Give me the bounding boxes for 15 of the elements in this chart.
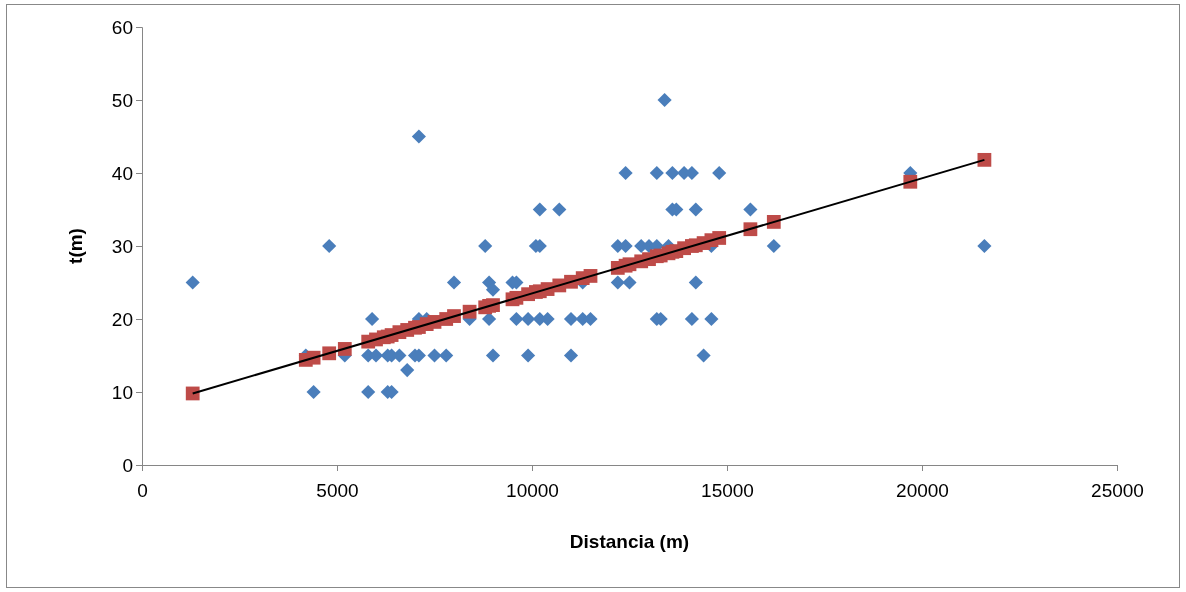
y-tick-label: 30 xyxy=(111,235,133,257)
y-tick-label: 40 xyxy=(111,162,133,184)
x-axis-title: Distancia (m) xyxy=(569,531,690,552)
x-tick-label: 25000 xyxy=(1091,479,1144,501)
y-tick-label: 60 xyxy=(111,16,133,38)
y-tick-label: 20 xyxy=(111,308,133,330)
y-axis-title: t(m) xyxy=(65,228,86,264)
x-tick-label: 20000 xyxy=(896,479,949,501)
x-tick-label: 15000 xyxy=(701,479,754,501)
x-tick-label: 10000 xyxy=(506,479,559,501)
y-tick-label: 0 xyxy=(122,454,133,476)
x-tick-label: 0 xyxy=(137,479,148,501)
x-tick-label: 5000 xyxy=(316,479,359,501)
y-tick-label: 10 xyxy=(111,381,133,403)
y-tick-label: 50 xyxy=(111,89,133,111)
